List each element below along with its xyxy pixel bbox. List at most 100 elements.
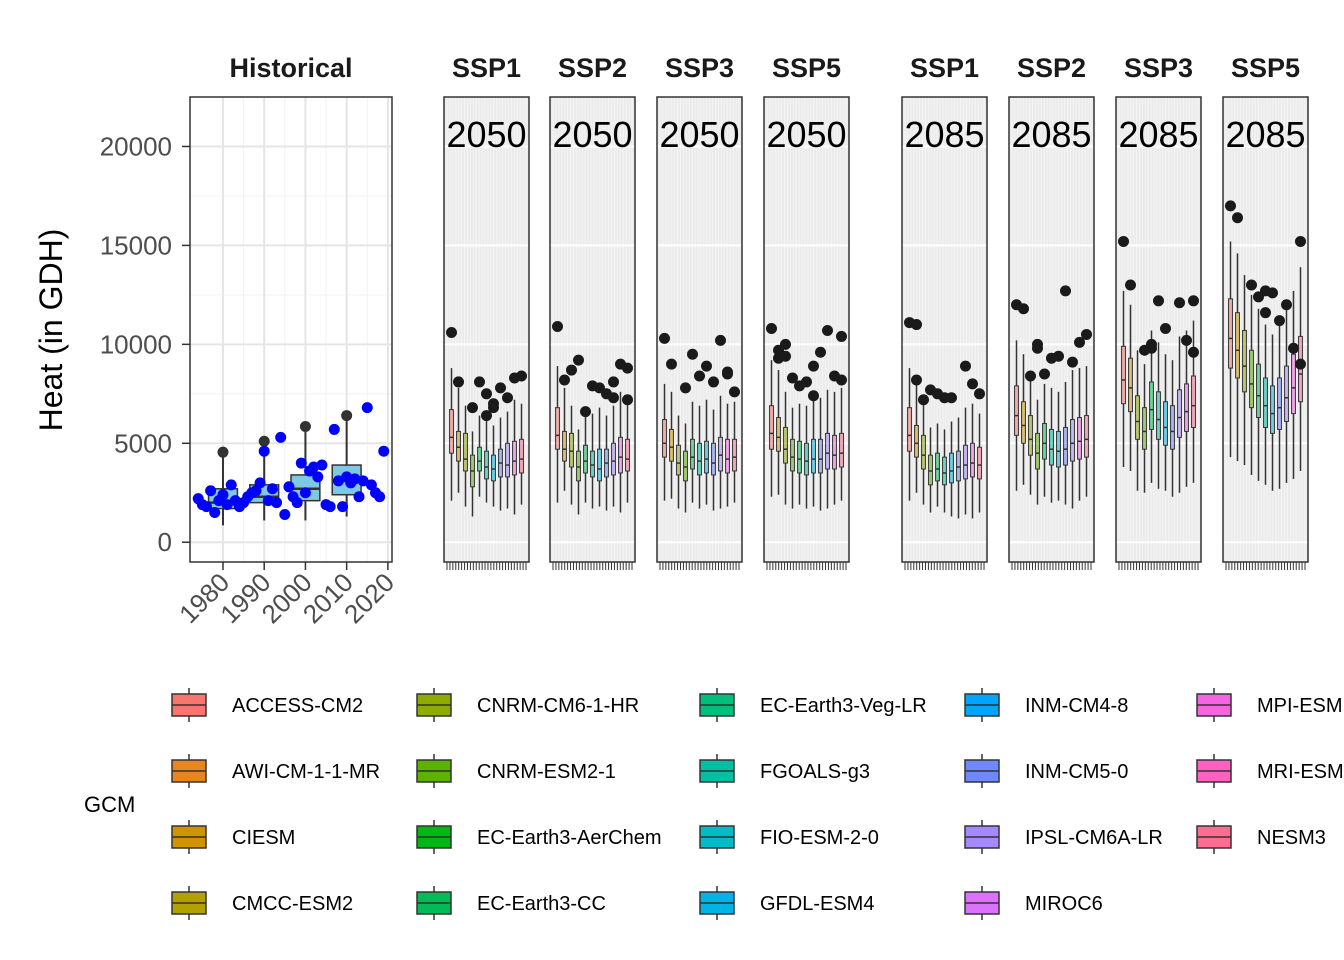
box-iqr [1042, 422, 1047, 460]
box-iqr [832, 434, 837, 470]
box [1174, 297, 1185, 493]
panel-border [443, 96, 530, 563]
legend-item-label: CIESM [232, 827, 295, 849]
box-iqr [776, 417, 781, 452]
box [1039, 368, 1050, 497]
box [1242, 275, 1247, 466]
box-outlier [495, 382, 506, 394]
period-label: 2085 [1225, 114, 1305, 155]
legend-item-label: EC-Earth3-CC [477, 893, 606, 915]
box-iqr [449, 409, 454, 454]
legend-item: CMCC-ESM2 [171, 886, 353, 920]
data-point [353, 491, 365, 503]
box-iqr [963, 444, 968, 480]
box-outlier [836, 330, 847, 342]
box [1067, 356, 1078, 509]
legend-title: GCM [84, 792, 135, 817]
box [594, 382, 605, 507]
box-iqr [769, 405, 774, 450]
box-outlier [566, 364, 577, 376]
box [1125, 279, 1136, 471]
legend-item-label: CNRM-CM6-1-HR [477, 695, 639, 717]
legend-item-label: IPSL-CM6A-LR [1025, 827, 1163, 849]
box [1232, 212, 1243, 462]
y-axis: 0 5000 10000 15000 20000 [100, 131, 190, 557]
box [808, 360, 819, 507]
box-iqr [555, 407, 560, 450]
box [1170, 360, 1175, 497]
facet-strip-label: SSP1 [452, 53, 521, 83]
box [488, 398, 499, 507]
box [608, 376, 619, 507]
box-outlier [911, 374, 922, 386]
data-point [374, 491, 386, 503]
data-point [258, 445, 270, 457]
box-iqr [590, 450, 595, 478]
box-iqr [1177, 389, 1182, 438]
box-iqr [1256, 363, 1261, 419]
legend-item-label: INM-CM4-8 [1025, 695, 1128, 717]
box [559, 374, 570, 491]
legend-item: FIO-ESM-2-0 [699, 820, 879, 854]
box-outlier [453, 376, 464, 388]
box [1267, 287, 1278, 491]
box [1118, 235, 1129, 468]
box [474, 376, 485, 497]
legend-item-label: INM-CM5-0 [1025, 761, 1128, 783]
box [960, 360, 971, 515]
legend-item: EC-Earth3-CC [416, 886, 606, 920]
box [1053, 350, 1064, 501]
box [463, 405, 468, 507]
box [601, 388, 612, 511]
box-iqr [597, 448, 602, 482]
facet-strip-label: SSP1 [910, 53, 979, 83]
box [502, 392, 513, 509]
box-iqr [463, 432, 468, 472]
box-iqr [1291, 353, 1296, 415]
box [1181, 330, 1192, 487]
box-outlier [680, 382, 691, 394]
box-iqr [839, 432, 844, 468]
box-iqr [942, 456, 947, 486]
facet-strip-label: SSP3 [1124, 53, 1193, 83]
box-iqr [970, 442, 975, 478]
box [1139, 344, 1150, 493]
y-tick-label: 20000 [100, 131, 172, 161]
box-iqr [569, 432, 574, 468]
box-outlier [1067, 356, 1078, 368]
box [1135, 350, 1140, 491]
box-outlier [911, 319, 922, 331]
period-label: 2085 [904, 114, 984, 155]
box [780, 338, 791, 505]
period-label: 2050 [766, 114, 846, 155]
legend-item: MIROC6 [964, 886, 1103, 920]
legend-item: IPSL-CM6A-LR [964, 820, 1163, 854]
period-label: 2050 [446, 114, 526, 155]
box-outlier [722, 366, 733, 378]
box [1153, 295, 1164, 489]
panel-border [901, 96, 988, 563]
box [467, 402, 478, 517]
box [715, 334, 726, 509]
data-point [279, 509, 291, 521]
facet-panel: SSP1 2050 [443, 53, 530, 570]
legend-item: AWI-CM-1-1-MR [171, 754, 380, 788]
box-iqr [1056, 430, 1061, 468]
box-iqr [818, 438, 823, 474]
box-iqr [697, 442, 702, 476]
box-outlier [608, 376, 619, 388]
legend-item-label: MRI-ESM [1257, 761, 1344, 783]
box [974, 388, 985, 513]
legend-item: ACCESS-CM2 [171, 688, 363, 722]
box-outlier [580, 406, 591, 418]
box-outlier [1074, 336, 1085, 348]
box-iqr [519, 438, 524, 474]
box-outlier [1060, 285, 1071, 297]
legend: GCM ACCESS-CM2 AWI-CM-1-1-MR CIESM CMCC-ESM… [84, 688, 1344, 920]
data-point [217, 489, 229, 501]
box [1018, 303, 1029, 485]
box-outlier [694, 370, 705, 382]
box-outlier [341, 410, 353, 422]
